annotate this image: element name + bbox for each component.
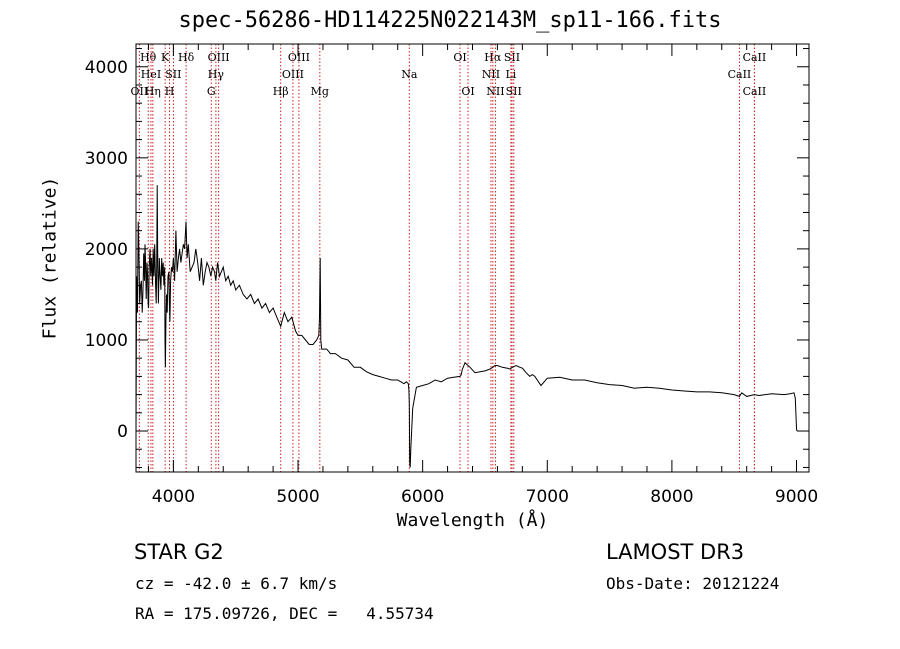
redshift-velocity-text: cz = -42.0 ± 6.7 km/s (135, 574, 338, 593)
axis-ticks: 4000 5000 6000 7000 8000 9000 0 1000 2000 3000 400… (85, 44, 818, 507)
line-marker-label: Li (505, 68, 516, 81)
line-marker-label: NII (486, 85, 504, 98)
observation-date-text: Obs-Date: 20121224 (606, 574, 780, 593)
line-marker-label: OIII (208, 51, 230, 64)
line-marker-group: OII Hθ HeI Hη K SII H Hδ OIII Hγ G Hβ OIII OIII Mg Na OI… (131, 44, 767, 472)
line-marker-label: OI (461, 85, 474, 98)
line-marker-label: Hδ (178, 51, 195, 64)
line-marker-label: SII (165, 68, 181, 81)
line-marker-label: Na (401, 68, 418, 81)
x-tick-label: 4000 (152, 487, 195, 507)
x-tick-label: 7000 (526, 487, 569, 507)
x-tick-label: 6000 (401, 487, 444, 507)
y-tick-label: 4000 (85, 58, 128, 78)
line-marker-label: OI (453, 51, 466, 64)
line-marker-label: H (165, 85, 175, 98)
coordinates-text: RA = 175.09726, DEC = 4.55734 (135, 604, 434, 623)
y-tick-label: 2000 (85, 240, 128, 260)
line-marker-label: CaII (728, 68, 752, 81)
y-tick-label: 1000 (85, 331, 128, 351)
line-marker-label: SII (504, 51, 520, 64)
line-marker-label: Hη (145, 85, 161, 98)
y-axis-label: Flux (relative) (39, 176, 61, 340)
x-tick-label: 5000 (276, 487, 319, 507)
line-marker-label: Mg (311, 85, 329, 98)
line-marker-label: OIII (282, 68, 304, 81)
x-tick-label: 9000 (775, 487, 818, 507)
line-marker-label: Hβ (273, 85, 289, 98)
chart-title: spec-56286-HD114225N022143M_sp11-166.fit… (178, 8, 722, 33)
line-marker-label: NII (482, 68, 500, 81)
line-marker-label: CaII (743, 85, 767, 98)
line-marker-label: K (161, 51, 170, 64)
line-marker-label: Hα (484, 51, 502, 64)
survey-label: LAMOST DR3 (606, 540, 745, 564)
y-tick-label: 3000 (85, 149, 128, 169)
flux-series-line (135, 185, 798, 468)
object-class-label: STAR G2 (134, 540, 224, 564)
line-marker-label: CaII (743, 51, 767, 64)
line-marker-label: SII (506, 85, 522, 98)
line-marker-label: Hθ (140, 51, 157, 64)
plot-frame (135, 43, 810, 473)
line-marker-label: Hγ (208, 68, 225, 81)
x-axis-label: Wavelength (Å) (396, 510, 549, 531)
line-marker-label: OII (131, 85, 149, 98)
line-marker-label: HeI (141, 68, 161, 81)
line-marker-label: OIII (288, 51, 310, 64)
line-marker-label: G (207, 85, 216, 98)
y-tick-label: 0 (117, 422, 128, 442)
x-tick-label: 8000 (650, 487, 693, 507)
